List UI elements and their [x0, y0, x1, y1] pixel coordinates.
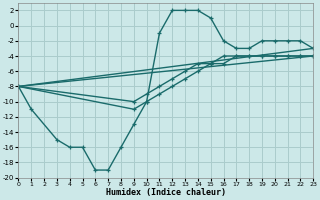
X-axis label: Humidex (Indice chaleur): Humidex (Indice chaleur) [106, 188, 226, 197]
